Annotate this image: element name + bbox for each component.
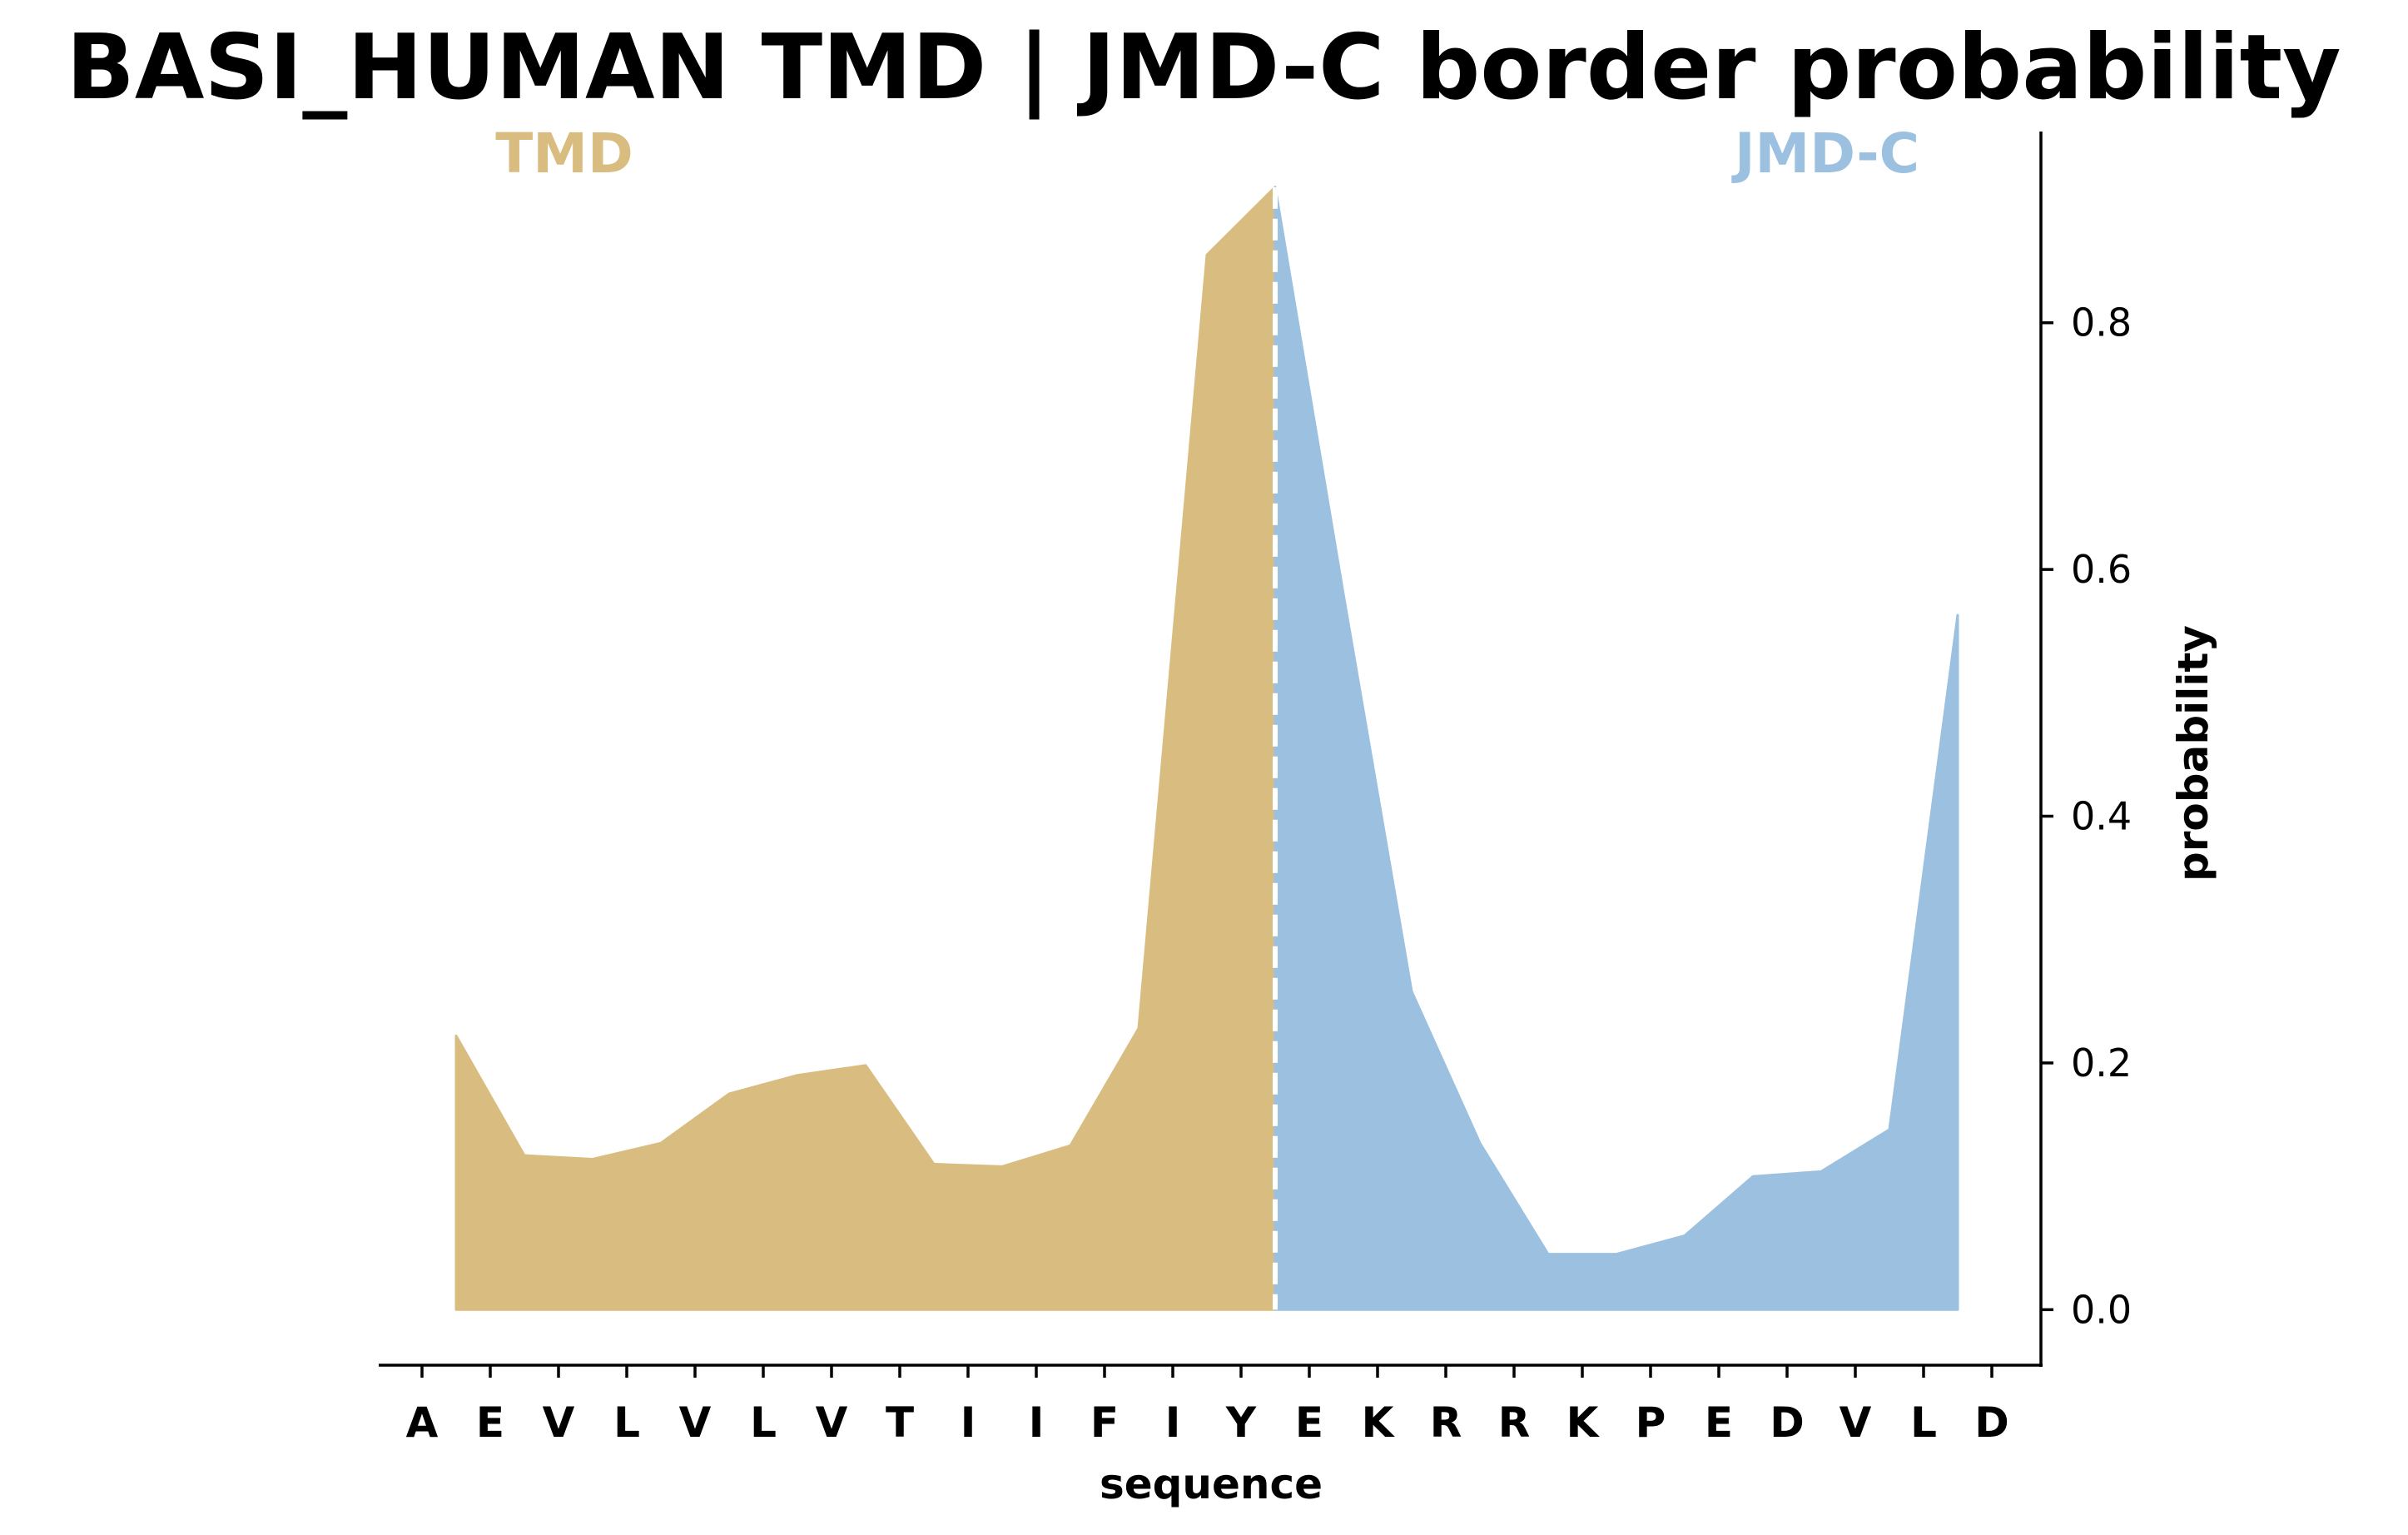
tmd-area	[456, 187, 1275, 1310]
jmd-c-region-label: JMD-C	[1731, 122, 1919, 186]
x-tick-label: L	[1910, 1398, 1937, 1447]
probability-areas	[456, 187, 1958, 1310]
y-tick-label: 0.6	[2071, 547, 2132, 592]
tmd-region-label: TMD	[495, 122, 633, 186]
x-tick-label: V	[1840, 1398, 1872, 1447]
x-axis-label: sequence	[1100, 1460, 1323, 1508]
x-tick-label: A	[406, 1398, 439, 1447]
x-tick-label: E	[476, 1398, 504, 1447]
x-tick-label: V	[679, 1398, 712, 1447]
x-tick-label: F	[1090, 1398, 1119, 1447]
x-tick-label: D	[1974, 1398, 2009, 1447]
x-tick-label: I	[961, 1398, 976, 1447]
y-tick-label: 0.8	[2071, 301, 2132, 345]
y-tick-label: 0.0	[2071, 1287, 2132, 1332]
y-tick-label: 0.2	[2071, 1041, 2132, 1085]
x-tick-label: R	[1498, 1398, 1531, 1447]
x-tick-label: L	[750, 1398, 777, 1447]
x-tick-label: K	[1362, 1398, 1396, 1447]
x-tick-label: E	[1295, 1398, 1323, 1447]
x-tick-label: V	[543, 1398, 575, 1447]
x-tick-label: Y	[1225, 1398, 1257, 1447]
chart-title: BASI_HUMAN TMD | JMD-C border probabilit…	[67, 16, 2341, 120]
y-ticks: 0.0 0.2 0.4 0.6 0.8	[2041, 301, 2132, 1333]
x-tick-label: I	[1165, 1398, 1181, 1447]
x-tick-label: K	[1566, 1398, 1601, 1447]
x-tick-label: I	[1029, 1398, 1045, 1447]
x-tick-label: L	[613, 1398, 640, 1447]
x-tick-label: E	[1705, 1398, 1733, 1447]
jmd-c-area	[1275, 187, 1958, 1310]
y-tick-label: 0.4	[2071, 794, 2132, 839]
x-tick-label: T	[886, 1398, 914, 1447]
x-tick-label: V	[816, 1398, 848, 1447]
x-tick-label: D	[1770, 1398, 1805, 1447]
x-tick-label: P	[1636, 1398, 1666, 1447]
y-axis-label: probability	[2169, 625, 2217, 882]
x-tick-label: R	[1430, 1398, 1462, 1447]
